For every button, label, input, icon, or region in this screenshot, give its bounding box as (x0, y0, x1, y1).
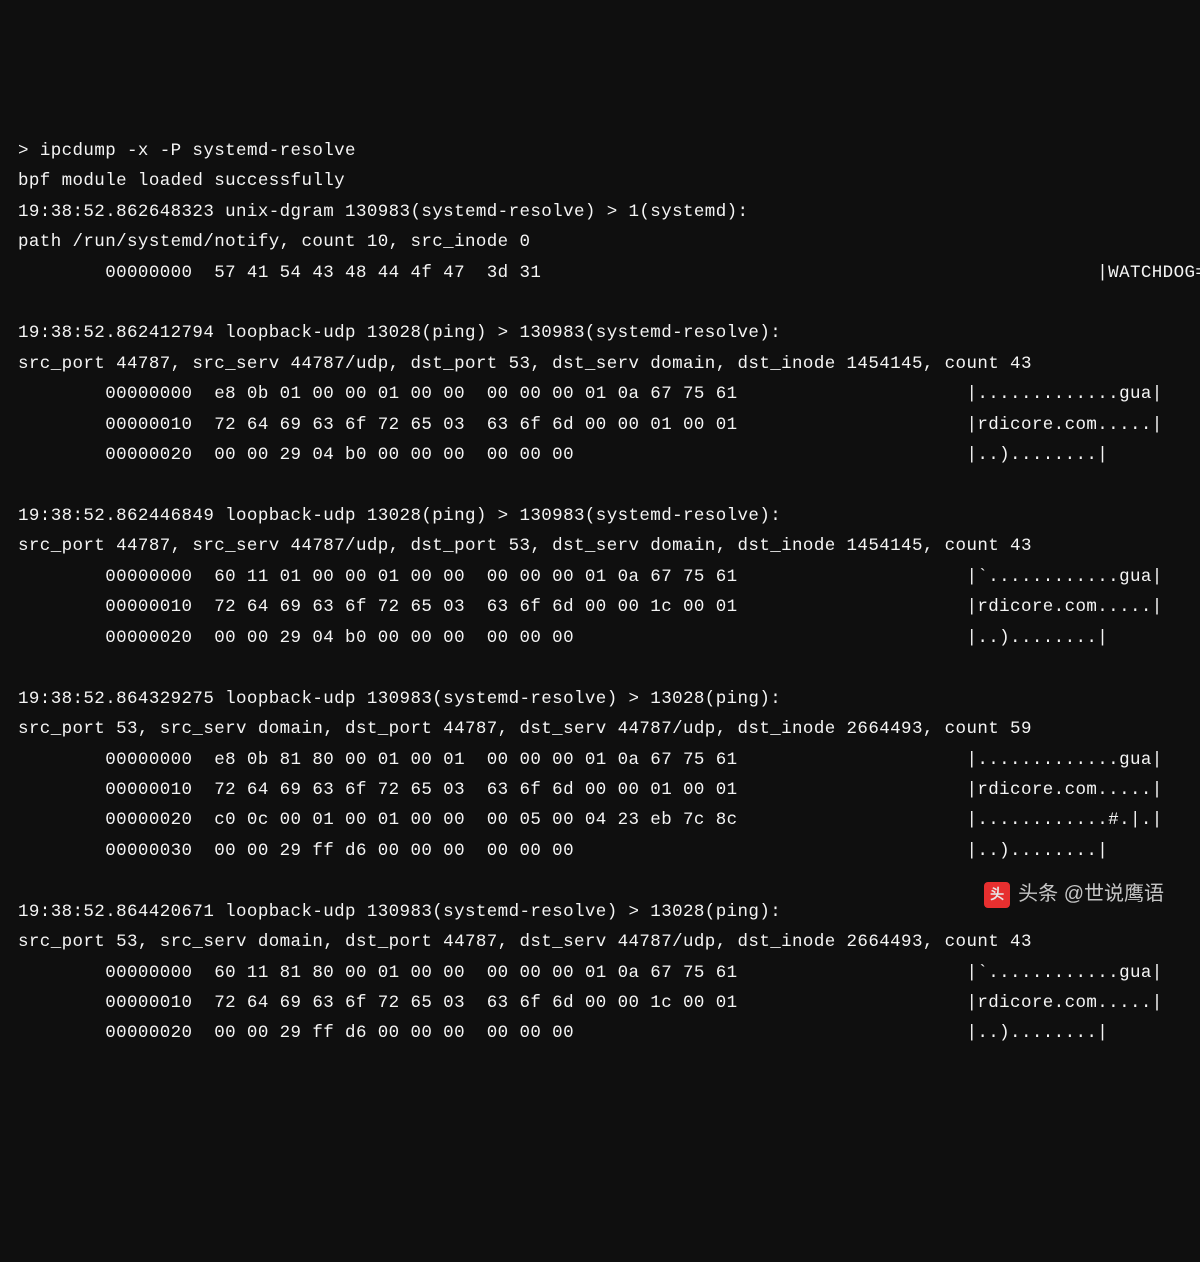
watermark-logo-icon: 头 (984, 882, 1010, 908)
watermark: 头 头条 @世说鹰语 (984, 877, 1164, 912)
command-text: ipcdump -x -P systemd-resolve (40, 141, 356, 161)
watermark-text: 头条 @世说鹰语 (1018, 877, 1164, 912)
status-line: bpf module loaded successfully (18, 171, 345, 191)
prompt: > (18, 141, 40, 161)
dump-blocks: 19:38:52.862648323 unix-dgram 130983(sys… (18, 202, 1200, 1044)
